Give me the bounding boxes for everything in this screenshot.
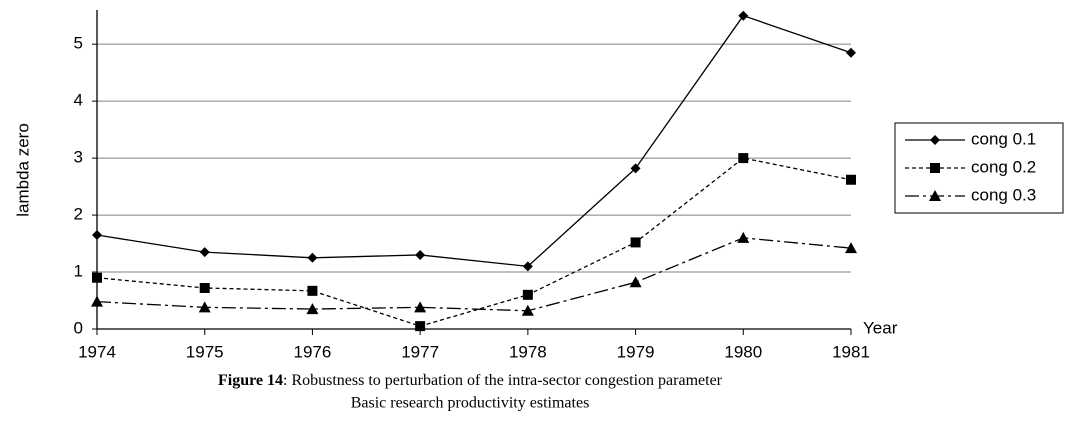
point [306, 303, 319, 315]
legend-label: cong 0.3 [971, 185, 1036, 204]
x-tick-label: 1975 [186, 342, 224, 361]
y-tick-label: 1 [74, 262, 83, 281]
caption-label: Figure 14 [218, 372, 283, 389]
x-tick-label: 1977 [401, 342, 439, 361]
point [415, 321, 426, 332]
x-tick-label: 1980 [724, 342, 762, 361]
point [92, 230, 102, 241]
legend-label: cong 0.1 [971, 129, 1036, 148]
legend-label: cong 0.2 [971, 157, 1036, 176]
series-line [96, 157, 852, 327]
legend-marker [930, 163, 940, 173]
x-axis-label: Year [863, 318, 898, 337]
point [846, 174, 856, 185]
subtitle: Basic research productivity estimates [351, 395, 590, 412]
caption-text: : Robustness to perturbation of the intr… [283, 372, 723, 389]
y-tick-label: 5 [74, 34, 83, 53]
point [738, 153, 749, 164]
series-line [96, 237, 852, 312]
point [522, 289, 533, 300]
point [846, 47, 856, 58]
point [307, 252, 318, 263]
point [522, 261, 533, 272]
point [199, 247, 210, 258]
y-tick-label: 4 [74, 91, 83, 110]
point [737, 231, 750, 243]
y-tick-label: 0 [74, 318, 83, 337]
point [198, 301, 211, 313]
point [92, 272, 102, 283]
point [415, 249, 426, 260]
x-tick-label: 1979 [617, 342, 655, 361]
point [307, 285, 318, 296]
x-tick-label: 1978 [509, 342, 547, 361]
point [199, 282, 210, 293]
point [521, 304, 534, 316]
legend-marker [930, 135, 940, 145]
legend-marker [929, 190, 941, 201]
point [845, 242, 857, 254]
x-tick-label: 1981 [832, 342, 870, 361]
y-tick-label: 2 [74, 205, 83, 224]
x-tick-label: 1976 [294, 342, 332, 361]
y-axis-label: lambda zero [13, 123, 32, 217]
point [630, 163, 641, 174]
x-tick-label: 1974 [78, 342, 116, 361]
point [91, 295, 103, 307]
point [414, 301, 427, 313]
series-line [96, 14, 852, 268]
caption: Figure 14: Robustness to perturbation of… [218, 372, 723, 389]
point [738, 10, 749, 21]
y-tick-label: 3 [74, 148, 83, 167]
point [630, 237, 641, 248]
point [629, 276, 642, 288]
